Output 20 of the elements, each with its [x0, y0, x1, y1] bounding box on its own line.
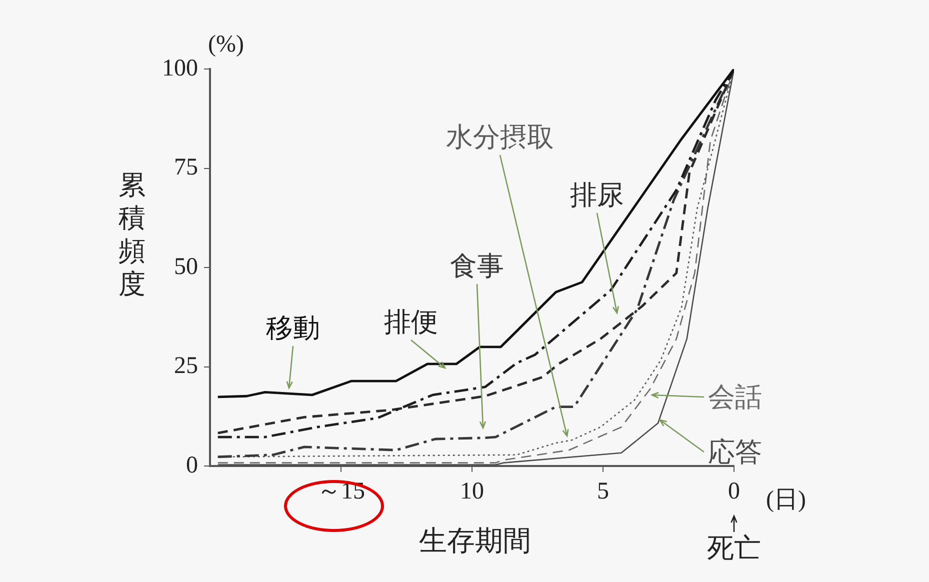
y-tick-label: 75 [174, 154, 198, 181]
y-tick-label: 25 [174, 353, 198, 380]
series-label: 応答 [708, 436, 762, 469]
x-tick-label: 0 [728, 478, 740, 505]
text: (%) [208, 32, 244, 58]
series-label: 移動 [266, 312, 320, 345]
text: 死亡 [707, 532, 761, 565]
y-tick-label: 100 [162, 55, 198, 82]
series-label: 会話 [708, 381, 762, 414]
x-tick-label: 10 [460, 478, 484, 505]
y-axis-title: 累積頻度 [118, 169, 146, 301]
y-tick-label: 50 [174, 254, 198, 280]
text: 排尿 [570, 179, 624, 212]
text: 食事 [450, 250, 504, 283]
text: 排便 [384, 306, 438, 339]
text: (日) [766, 486, 806, 515]
x-axis-title: 生存期間 [419, 525, 531, 559]
text: 水分摂取 [446, 121, 554, 154]
x-tick-label: 5 [597, 478, 609, 505]
y-tick-label: 0 [186, 452, 198, 478]
